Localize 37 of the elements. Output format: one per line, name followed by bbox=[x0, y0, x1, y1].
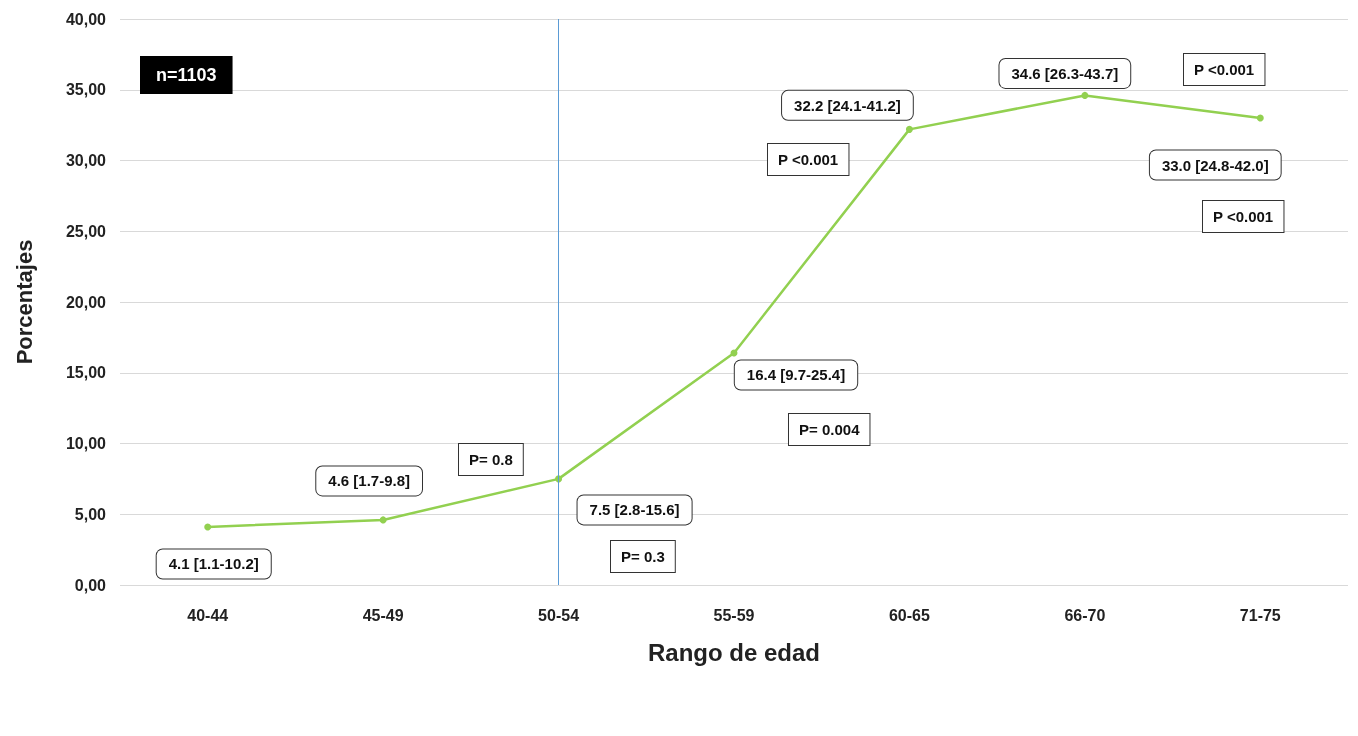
annotation: P= 0.3 bbox=[621, 548, 665, 565]
x-axis-title: Rango de edad bbox=[647, 638, 821, 666]
y-tick-label: 30,00 bbox=[65, 152, 107, 169]
point bbox=[905, 125, 913, 133]
data-label: 4.6 [1.7-9.8] bbox=[328, 472, 410, 490]
annotation: n=1103 bbox=[156, 65, 217, 85]
annotation: P <0.001 bbox=[1194, 61, 1255, 78]
x-tick-label: 66-70 bbox=[1064, 606, 1106, 624]
point bbox=[204, 523, 212, 531]
data-label: 4.1 [1.1-10.2] bbox=[168, 555, 259, 573]
x-tick-label: 71-75 bbox=[1239, 606, 1281, 624]
y-tick-label: 35,00 bbox=[65, 81, 107, 99]
data-label: 32.2 [24.1-41.2] bbox=[794, 96, 901, 114]
y-tick-label: 25,00 bbox=[65, 222, 107, 240]
y-tick-label: 0,00 bbox=[74, 576, 107, 594]
x-tick-label: 50-54 bbox=[538, 606, 580, 624]
annotation: P <0.001 bbox=[778, 151, 839, 168]
point bbox=[1081, 91, 1089, 99]
y-axis-title: Porcentajes bbox=[11, 239, 37, 365]
point bbox=[1256, 114, 1264, 122]
x-tick-label: 45-49 bbox=[362, 606, 404, 624]
x-tick-label: 40-44 bbox=[187, 606, 229, 624]
data-label: 33.0 [24.8-42.0] bbox=[1161, 156, 1269, 174]
y-tick-label: 20,00 bbox=[65, 293, 107, 311]
y-tick-label: 15,00 bbox=[65, 364, 107, 382]
y-tick-label: 40,00 bbox=[65, 10, 107, 28]
y-tick-label: 5,00 bbox=[74, 505, 107, 523]
data-label: 34.6 [26.3-43.7] bbox=[1011, 64, 1119, 82]
annotation: P= 0.8 bbox=[469, 451, 513, 468]
point bbox=[379, 516, 387, 524]
x-tick-label: 60-65 bbox=[888, 606, 930, 624]
annotation: P= 0.004 bbox=[799, 421, 861, 438]
data-label: 7.5 [2.8-15.6] bbox=[589, 501, 680, 519]
y-tick-label: 10,00 bbox=[65, 435, 107, 452]
data-label: 16.4 [9.7-25.4] bbox=[746, 366, 846, 384]
x-tick-label: 55-59 bbox=[713, 606, 755, 624]
annotation: P <0.001 bbox=[1213, 208, 1274, 225]
